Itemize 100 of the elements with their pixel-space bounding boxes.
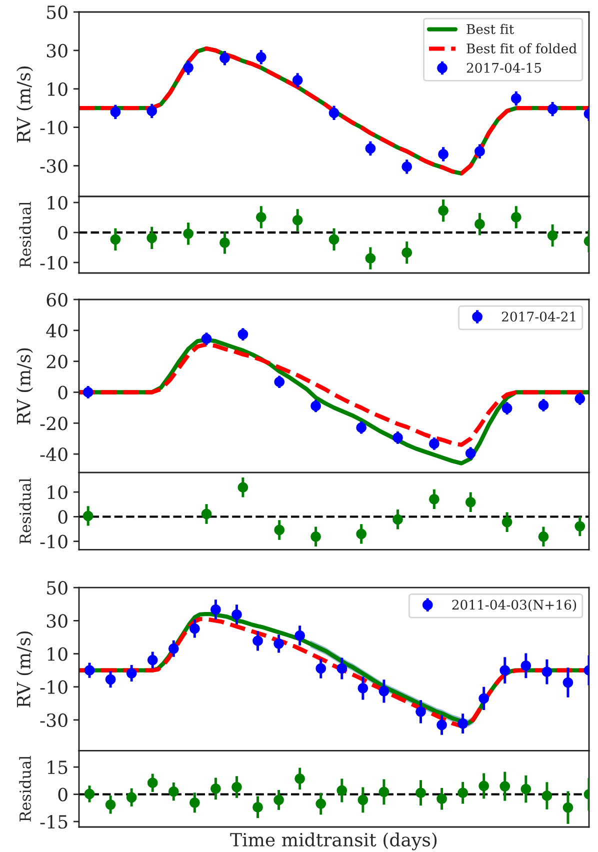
- point: [542, 666, 552, 678]
- point: [126, 668, 137, 678]
- point: [126, 792, 137, 803]
- point: [210, 783, 221, 794]
- legend-label: 2017-04-15: [466, 62, 542, 73]
- point: [328, 234, 340, 245]
- point: [328, 108, 340, 118]
- point: [294, 630, 306, 641]
- point: [478, 780, 490, 792]
- point: [238, 482, 248, 493]
- point: [502, 516, 512, 528]
- point: [201, 508, 212, 520]
- point: [292, 214, 303, 226]
- point: [183, 62, 194, 73]
- y-tick-label: 50: [47, 581, 68, 595]
- point: [294, 773, 306, 784]
- point: [474, 146, 485, 157]
- y-tick-label: -30: [40, 159, 68, 173]
- y-tick-label: -10: [40, 120, 68, 134]
- point: [562, 677, 574, 688]
- point: [82, 387, 94, 398]
- point: [538, 531, 549, 542]
- point: [105, 799, 116, 810]
- point: [336, 663, 348, 674]
- y-tick-label: 50: [47, 5, 68, 20]
- point: [238, 329, 248, 340]
- point: [520, 784, 532, 794]
- point: [436, 794, 447, 804]
- point: [84, 788, 95, 800]
- point: [547, 230, 558, 241]
- point: [474, 218, 485, 230]
- y-tick-label: 60: [46, 292, 68, 307]
- legend-label: 2017-04-21: [502, 312, 576, 322]
- point: [220, 237, 230, 248]
- legend-label: Best fit of folded: [466, 43, 577, 54]
- point: [336, 785, 348, 796]
- point: [465, 496, 476, 508]
- legend-label: 2011-04-03(N+16): [452, 599, 576, 612]
- point: [402, 247, 412, 258]
- point: [252, 636, 263, 646]
- point: [84, 665, 95, 676]
- y-tick-label: 10: [48, 196, 68, 210]
- y-tick-label: 0: [58, 510, 68, 524]
- point: [502, 403, 512, 414]
- point: [500, 781, 510, 792]
- point: [416, 788, 426, 798]
- point: [562, 802, 574, 813]
- y-axis-title: RV (m/s): [16, 631, 34, 708]
- point: [428, 494, 440, 504]
- point: [574, 521, 586, 532]
- point: [428, 438, 440, 449]
- point: [574, 394, 586, 404]
- point: [82, 510, 94, 522]
- y-tick-label: 20: [46, 354, 68, 368]
- y-axis-title: RV (m/s): [16, 348, 34, 424]
- point: [392, 514, 403, 525]
- y-axis-title: Residual: [19, 756, 31, 822]
- y-tick-label: 10: [48, 82, 68, 96]
- point: [110, 106, 121, 118]
- point: [210, 604, 221, 615]
- y-tick-label: -10: [40, 680, 68, 694]
- y-tick-label: 40: [46, 324, 68, 338]
- point: [392, 432, 403, 443]
- point: [232, 609, 242, 620]
- y-tick-label: -30: [40, 713, 68, 728]
- point: [438, 149, 448, 160]
- point: [310, 531, 321, 542]
- point: [274, 794, 284, 806]
- point: [220, 52, 230, 64]
- y-axis-title: Residual: [19, 202, 31, 268]
- point: [256, 52, 266, 62]
- y-tick-label: -40: [40, 448, 68, 462]
- point: [402, 162, 412, 172]
- point: [510, 93, 522, 104]
- point: [274, 524, 285, 536]
- y-tick-label: 30: [46, 44, 68, 58]
- y-tick-label: -20: [40, 416, 68, 430]
- point: [189, 623, 200, 634]
- point: [438, 205, 448, 216]
- y-tick-label: -15: [40, 815, 68, 829]
- point: [252, 802, 263, 812]
- point: [365, 143, 376, 154]
- point: [378, 686, 390, 696]
- point: [547, 104, 558, 114]
- y-tick-label: 30: [46, 614, 68, 628]
- y-axis-title: RV (m/s): [16, 66, 34, 142]
- point: [168, 643, 179, 654]
- point: [365, 253, 376, 264]
- point: [465, 448, 476, 458]
- point: [538, 400, 549, 410]
- y-tick-label: 0: [58, 226, 68, 240]
- point: [274, 376, 285, 388]
- y-tick-label: -10: [40, 534, 68, 548]
- y-axis-title: Residual: [19, 478, 31, 544]
- point: [147, 778, 158, 788]
- point: [356, 422, 367, 433]
- y-tick-label: 0: [58, 788, 68, 802]
- point: [316, 663, 326, 674]
- point: [183, 228, 194, 239]
- point: [500, 665, 510, 676]
